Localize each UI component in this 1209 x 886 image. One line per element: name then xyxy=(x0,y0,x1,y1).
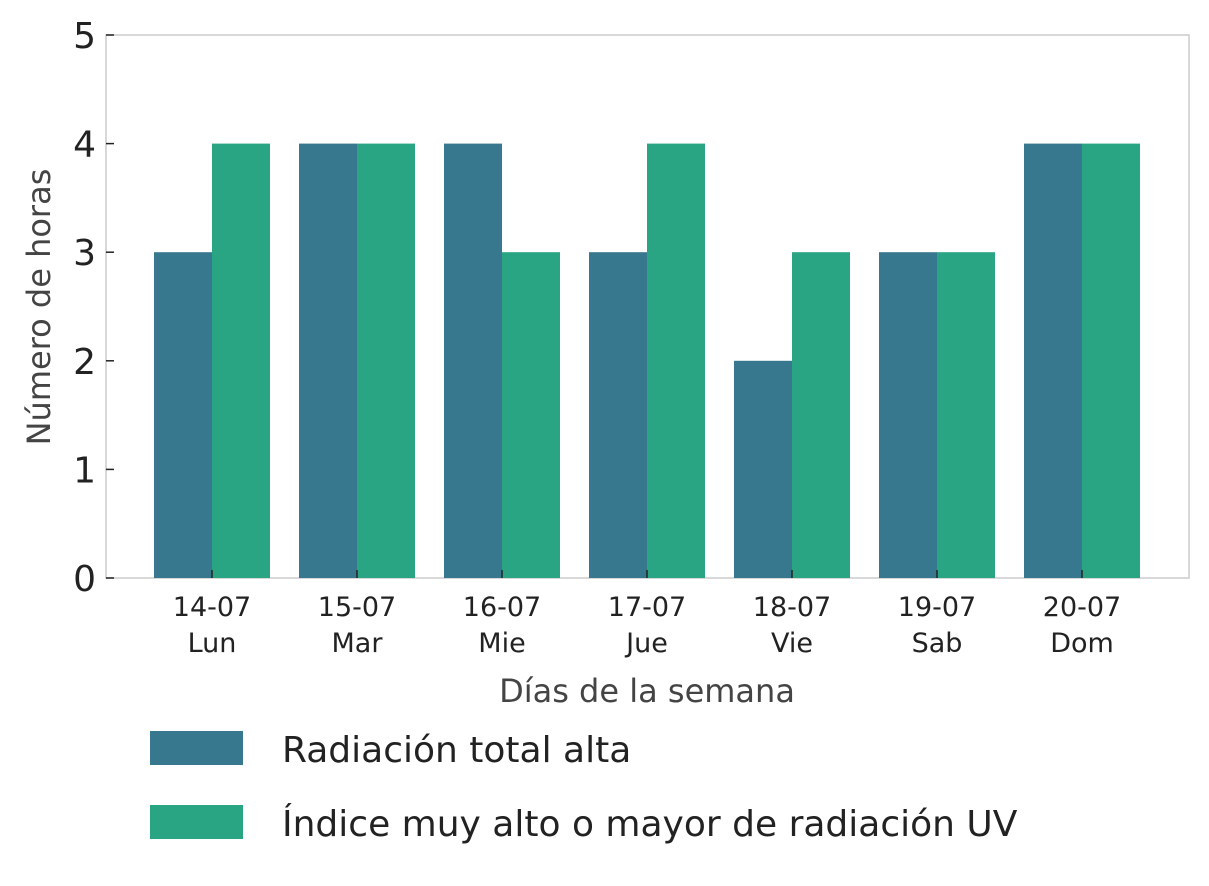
legend-label-indice-uv: Índice muy alto o mayor de radiación UV xyxy=(282,803,1018,845)
x-axis-ticks: 14-07 Lun 15-07 Mar 16-07 Mie 17-07 Jue 18-07 Vie… xyxy=(173,570,1121,659)
bar-indice-uv-4 xyxy=(792,252,850,578)
bar-radiacion-total-2 xyxy=(444,143,502,578)
x-tick-label: 18-07 xyxy=(753,592,831,623)
legend: Radiación total alta Índice muy alto o ma… xyxy=(150,730,1018,845)
bar-indice-uv-3 xyxy=(647,143,705,578)
bar-radiacion-total-1 xyxy=(299,143,357,578)
legend-swatch-indice-uv xyxy=(150,805,243,839)
x-tick-label: 17-07 xyxy=(608,592,686,623)
x-tick-label: Jue xyxy=(624,628,668,659)
x-tick-label: Vie xyxy=(771,628,813,659)
x-tick-label: Mie xyxy=(478,628,525,659)
bar-indice-uv-2 xyxy=(502,252,560,578)
bar-indice-uv-5 xyxy=(937,252,995,578)
x-axis-title: Días de la semana xyxy=(499,672,795,710)
x-tick-label: Lun xyxy=(188,628,237,659)
bar-radiacion-total-0 xyxy=(154,252,212,578)
y-tick-label: 0 xyxy=(73,559,96,600)
y-tick-label: 2 xyxy=(73,342,96,383)
bar-radiacion-total-5 xyxy=(879,252,937,578)
legend-swatch-radiacion-total xyxy=(150,731,243,765)
bar-indice-uv-0 xyxy=(212,143,270,578)
y-tick-label: 4 xyxy=(73,125,96,166)
x-tick-label: Dom xyxy=(1050,628,1114,659)
y-tick-label: 3 xyxy=(73,233,96,274)
legend-label-radiacion-total: Radiación total alta xyxy=(282,730,631,771)
y-tick-label: 1 xyxy=(73,450,96,491)
bar-radiacion-total-3 xyxy=(589,252,647,578)
bar-radiacion-total-6 xyxy=(1024,143,1082,578)
x-tick-label: 20-07 xyxy=(1043,592,1121,623)
bar-indice-uv-6 xyxy=(1082,143,1140,578)
y-axis-title: Número de horas xyxy=(20,169,58,446)
bars-group xyxy=(154,143,1140,578)
x-tick-label: Mar xyxy=(332,628,384,659)
x-tick-label: 16-07 xyxy=(463,592,541,623)
y-axis-ticks: 0 1 2 3 4 5 xyxy=(73,16,114,600)
y-tick-label: 5 xyxy=(73,16,96,57)
bar-radiacion-total-4 xyxy=(734,360,792,578)
x-tick-label: 14-07 xyxy=(173,592,251,623)
bar-indice-uv-1 xyxy=(357,143,415,578)
x-tick-label: 19-07 xyxy=(898,592,976,623)
x-tick-label: Sab xyxy=(912,628,963,659)
x-tick-label: 15-07 xyxy=(318,592,396,623)
